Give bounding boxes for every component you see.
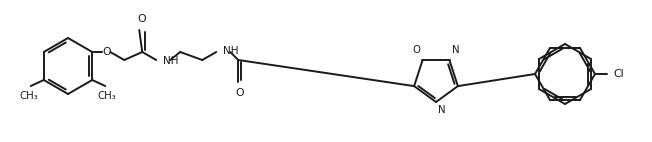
Text: O: O (102, 47, 111, 57)
Text: O: O (413, 45, 421, 55)
Text: CH₃: CH₃ (98, 91, 117, 101)
Text: N: N (452, 45, 459, 55)
Text: O: O (137, 14, 145, 24)
Text: O: O (235, 88, 244, 98)
Text: Cl: Cl (613, 69, 623, 79)
Text: NH: NH (223, 46, 239, 56)
Text: CH₃: CH₃ (20, 91, 38, 101)
Text: NH: NH (163, 56, 179, 66)
Text: N: N (438, 105, 445, 115)
